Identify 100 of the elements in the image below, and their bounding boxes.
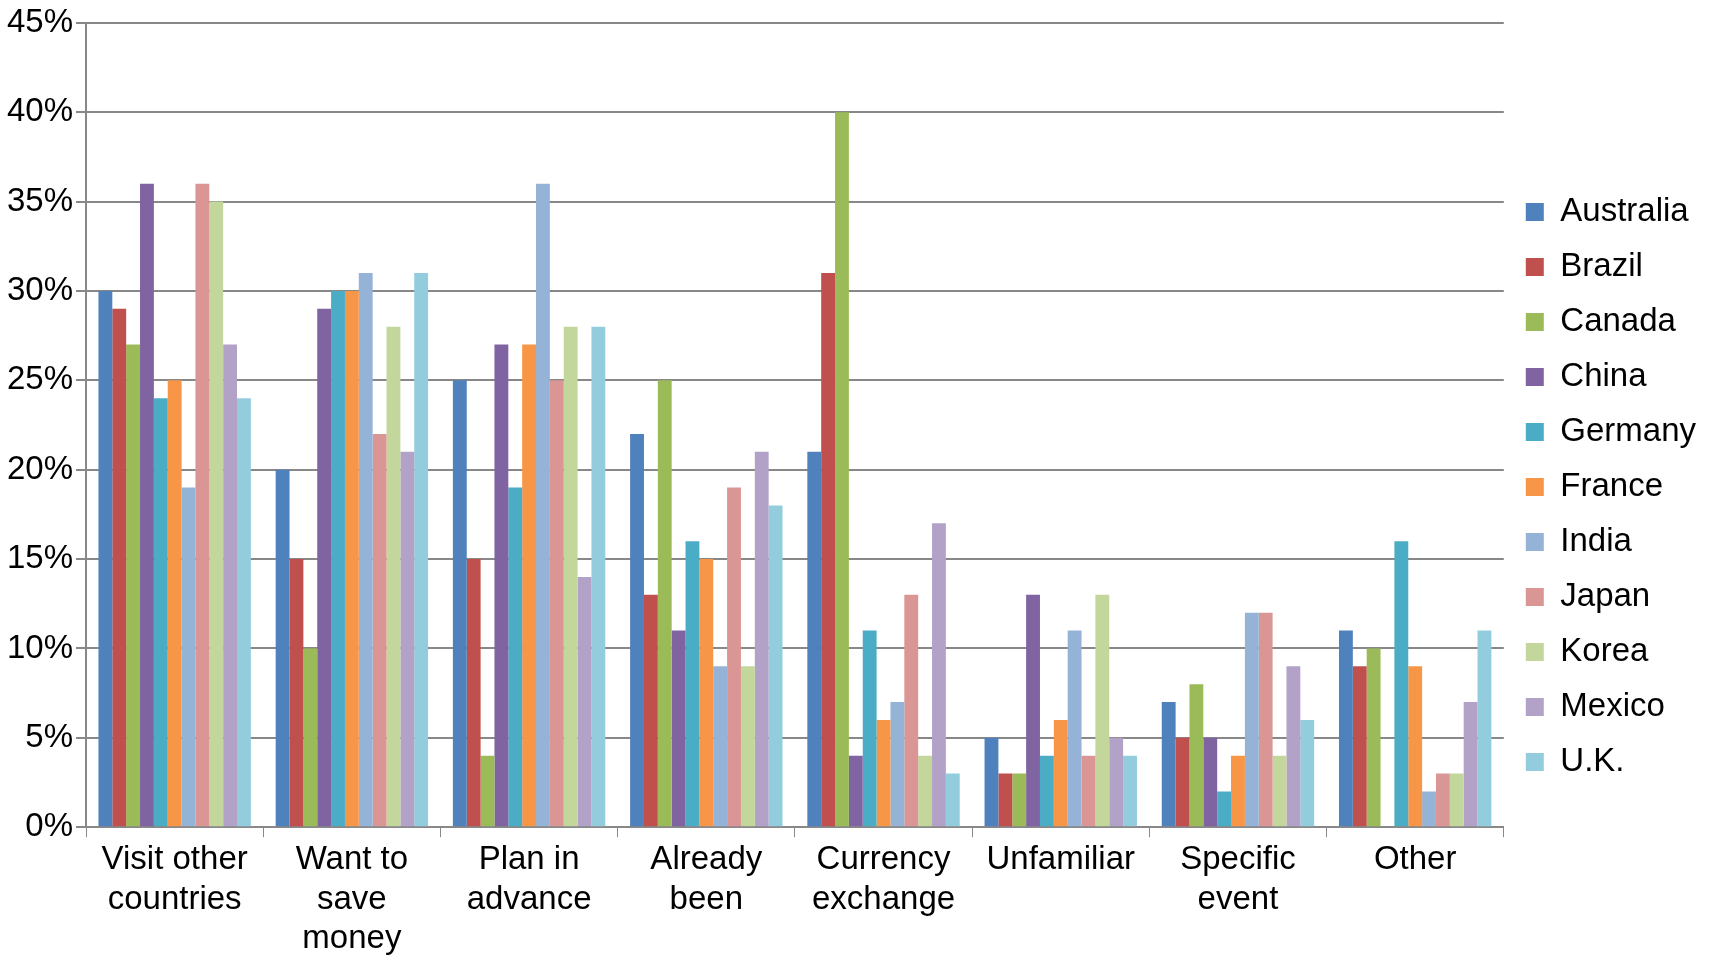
bar: [223, 344, 238, 827]
bar: [835, 112, 849, 827]
bar: [740, 666, 755, 827]
y-tick-label: 40%: [6, 91, 74, 129]
x-tick-label: Visit other countries: [101, 839, 248, 916]
bar: [1300, 719, 1315, 827]
legend-label: Germany: [1560, 411, 1697, 449]
x-tick-label: Want to save money: [295, 839, 409, 956]
bar: [1189, 684, 1204, 827]
x-tick-label: Specific event: [1180, 839, 1296, 916]
bar: [932, 523, 946, 827]
bar: [1039, 755, 1054, 827]
bar: [167, 380, 182, 827]
bar: [1422, 791, 1436, 827]
bar: [1408, 666, 1423, 827]
bar: [153, 398, 168, 827]
x-tick-label: Plan in advance: [466, 839, 592, 916]
bar: [536, 183, 550, 827]
bar: [1012, 773, 1027, 827]
bar: [876, 719, 891, 827]
bar: [195, 183, 210, 827]
bar: [1123, 755, 1137, 827]
bar: [1258, 612, 1273, 827]
bar: [821, 273, 836, 827]
y-tick-label: 25%: [6, 359, 74, 397]
bar: [591, 326, 606, 827]
bar: [984, 737, 999, 827]
x-tick-label: Other: [1373, 839, 1457, 877]
bar: [1338, 630, 1353, 827]
y-tick-label: 20%: [6, 448, 74, 486]
bar: [1231, 755, 1245, 827]
bar: [945, 773, 960, 827]
bar: [303, 648, 318, 827]
bar: [372, 433, 387, 827]
bar: [671, 630, 686, 827]
bar: [643, 594, 658, 827]
bar: [563, 326, 578, 827]
bar: [112, 308, 127, 827]
bar: [699, 559, 714, 827]
bar: [1477, 630, 1492, 827]
bar: [181, 487, 196, 827]
bar: [1081, 755, 1096, 827]
bar: [386, 326, 401, 827]
bar: [1366, 648, 1381, 827]
bar: [1394, 541, 1409, 827]
legend-label: Brazil: [1560, 246, 1643, 284]
bar: [480, 755, 495, 827]
bar: [1067, 630, 1082, 827]
bar: [331, 290, 345, 827]
bar: [904, 594, 919, 827]
bar: [1352, 666, 1367, 827]
bar: [807, 451, 822, 827]
y-tick-label: 10%: [6, 627, 74, 665]
legend-label: Japan: [1560, 576, 1651, 614]
bar: [237, 398, 251, 827]
bar: [918, 755, 933, 827]
legend-label: Mexico: [1560, 686, 1665, 724]
bar: [344, 290, 359, 827]
legend-label: Australia: [1560, 191, 1690, 229]
bar: [1435, 773, 1450, 827]
bar: [890, 702, 905, 827]
bar: [754, 451, 769, 827]
bar: [998, 773, 1013, 827]
bar: [1175, 737, 1190, 827]
bar: [727, 487, 741, 827]
x-tick-label: Already been: [650, 839, 763, 916]
bar: [1272, 755, 1287, 827]
bar: [494, 344, 509, 827]
bar: [1449, 773, 1464, 827]
legend-label: Canada: [1560, 301, 1677, 339]
bar: [414, 273, 429, 827]
bar: [98, 290, 113, 827]
y-tick-label: 35%: [6, 180, 74, 218]
x-tick-label: Unfamiliar: [986, 839, 1136, 877]
bar: [400, 451, 415, 827]
y-tick-label: 0%: [25, 806, 74, 844]
y-tick-label: 30%: [6, 270, 74, 308]
bar: [685, 541, 700, 827]
bar: [862, 630, 877, 827]
legend-label: China: [1560, 356, 1648, 394]
bar: [1203, 737, 1218, 827]
bar: [848, 755, 863, 827]
bar: [358, 273, 373, 827]
x-tick-label: Currency exchange: [811, 839, 956, 916]
legend-label: India: [1560, 521, 1633, 559]
bar: [1161, 702, 1176, 827]
bar: [1244, 612, 1259, 827]
bar: [1053, 719, 1068, 827]
bar: [289, 559, 304, 827]
bar: [577, 576, 592, 827]
bar: [1026, 594, 1040, 827]
bar: [466, 559, 481, 827]
bar: [140, 183, 154, 827]
bar: [713, 666, 728, 827]
bar: [630, 433, 644, 827]
bar: [1217, 791, 1232, 827]
bar: [452, 380, 467, 827]
bar: [657, 380, 672, 827]
bar: [1109, 737, 1124, 827]
bar: [549, 380, 564, 827]
